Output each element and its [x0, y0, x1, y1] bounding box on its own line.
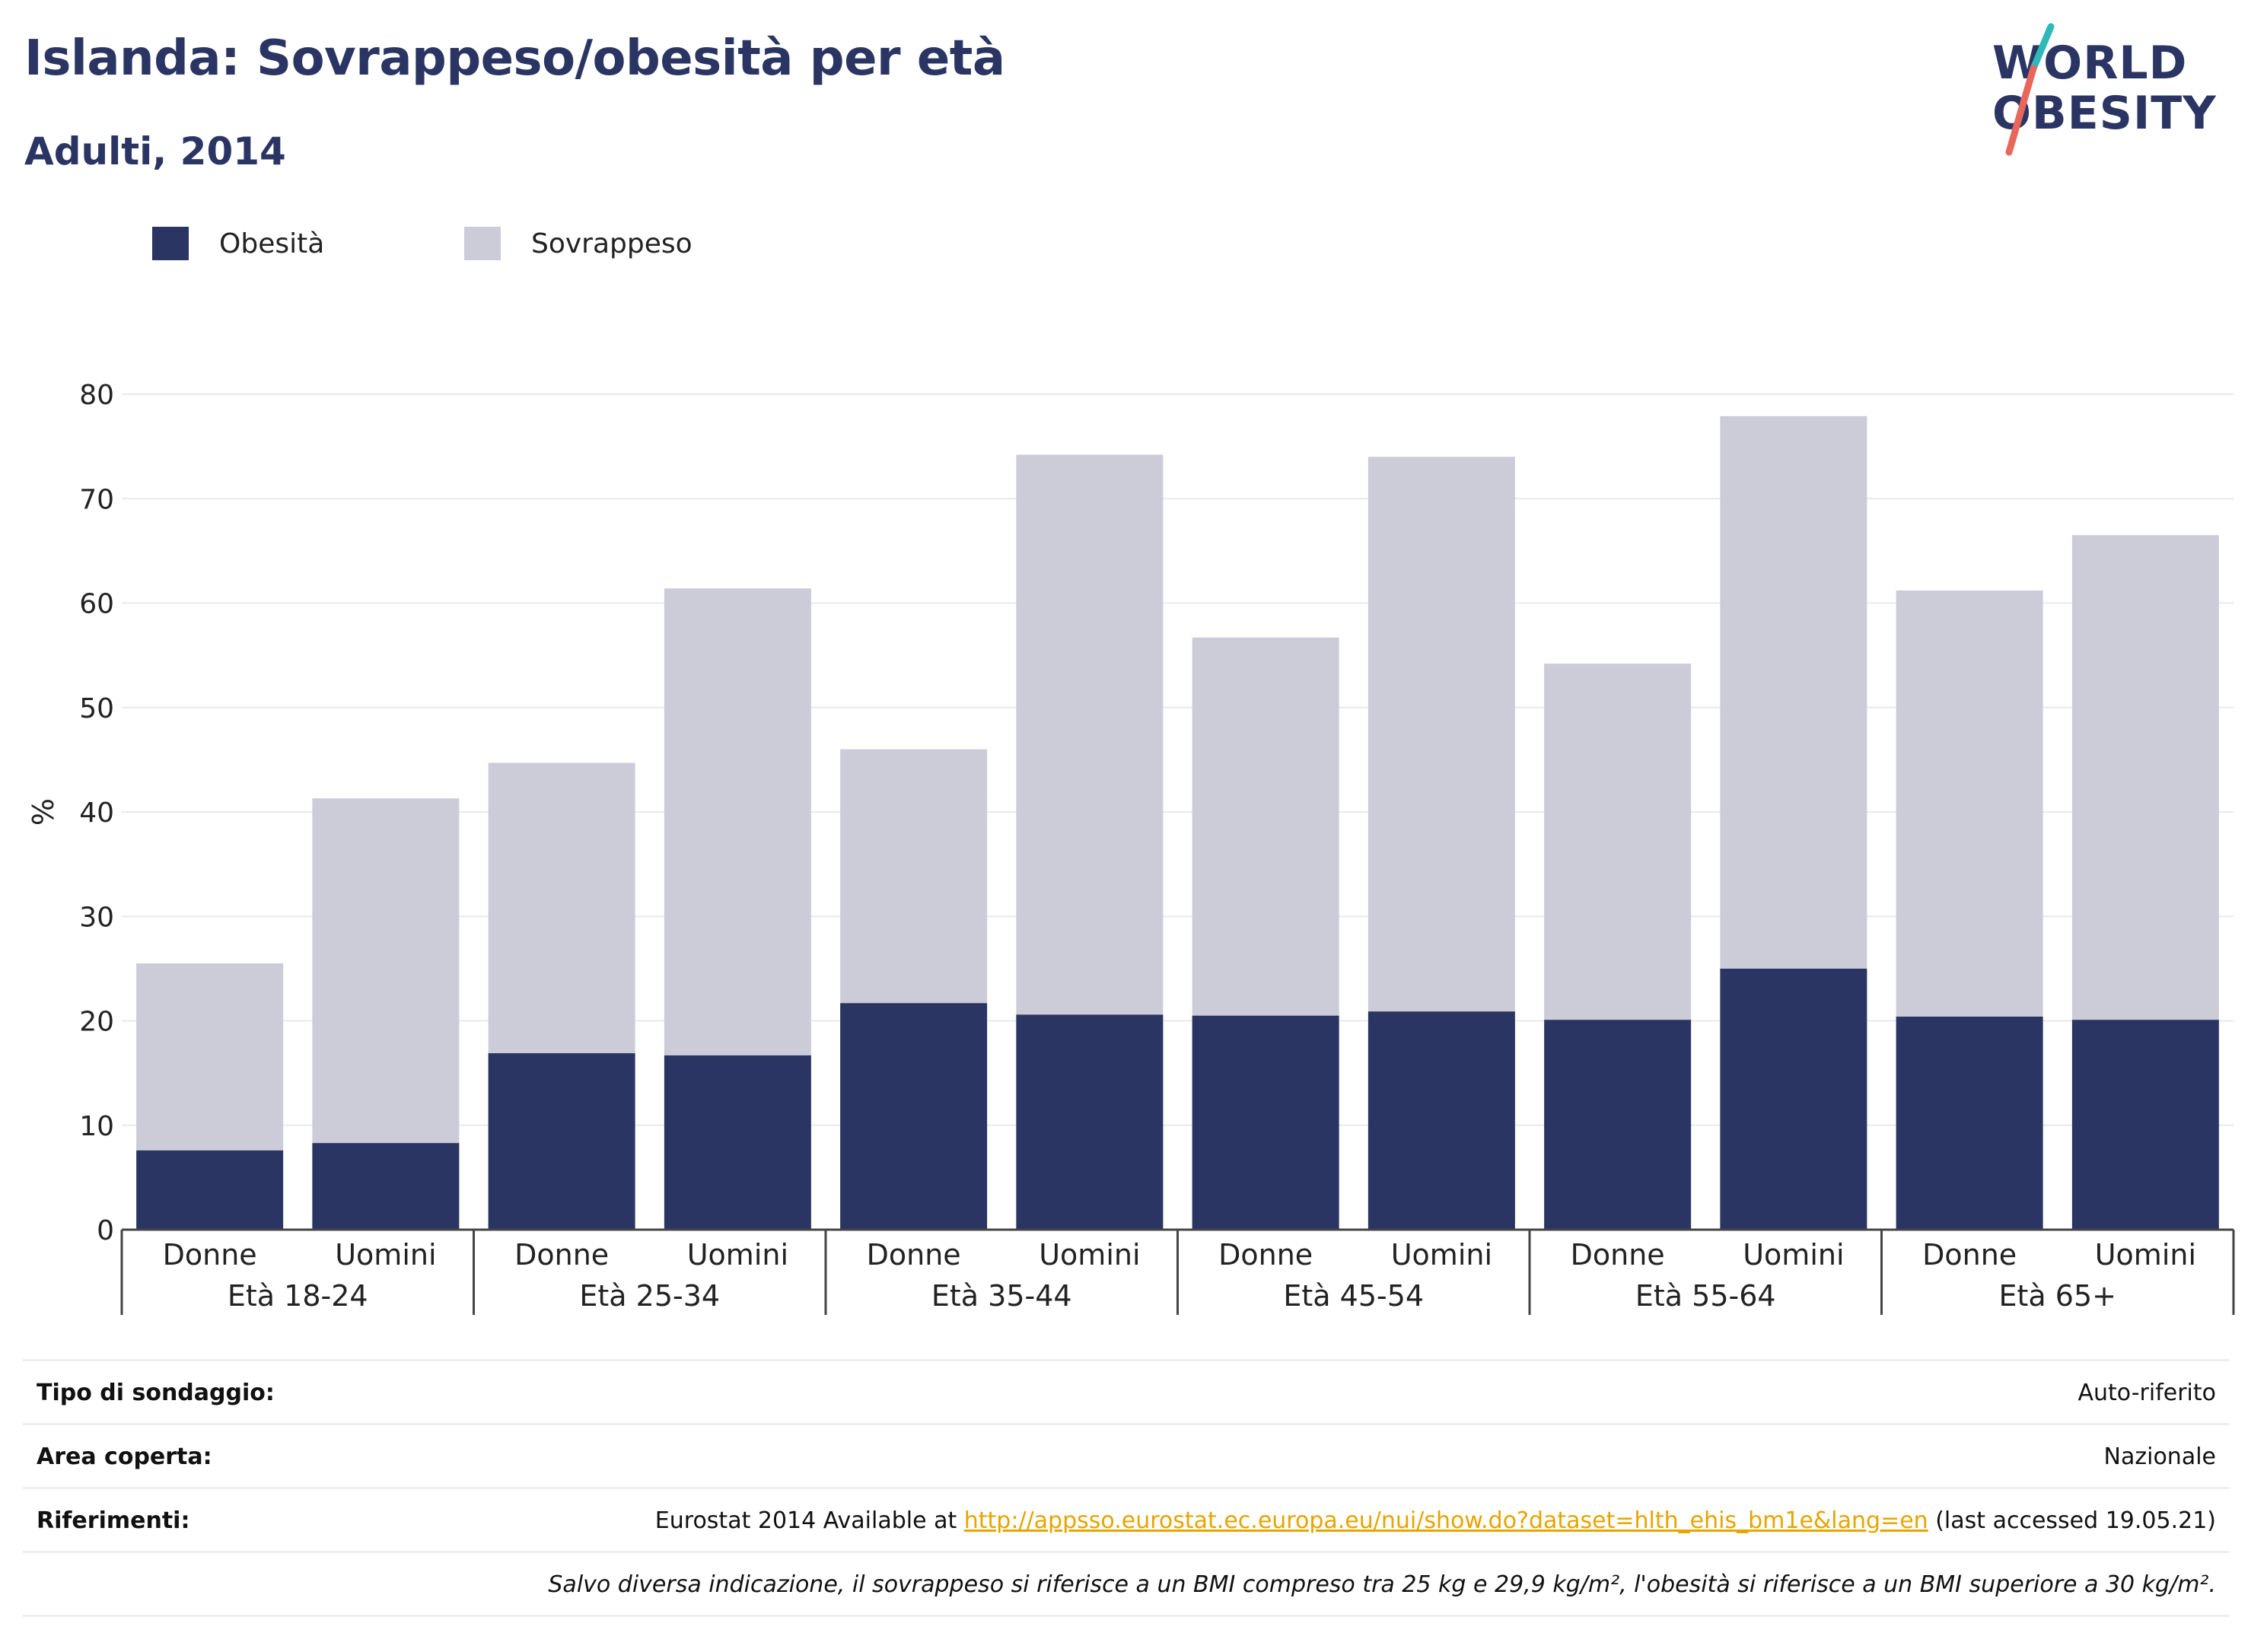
footer-info-table: Tipo di sondaggio: Auto-riferito Area co… [23, 1359, 2230, 1617]
bar-overweight [840, 749, 988, 1004]
bar-overweight [1896, 590, 2043, 1017]
group-label: Età 55-64 [1635, 1279, 1776, 1313]
bar-obesity [2071, 1020, 2219, 1230]
logo-slash-icon [2005, 23, 2055, 156]
legend-item-overweight[interactable]: Sovrappeso [464, 227, 692, 260]
category-label: Donne [1922, 1238, 2017, 1272]
footer-row-area: Area coperta: Nazionale [23, 1423, 2230, 1487]
y-tick-label: 40 [79, 797, 114, 829]
category-label: Donne [1218, 1238, 1313, 1272]
category-label: Uomini [1039, 1238, 1140, 1272]
references-suffix: (last accessed 19.05.21) [1928, 1507, 2216, 1534]
category-label: Uomini [335, 1238, 436, 1272]
bar-overweight [136, 963, 284, 1151]
y-tick-label: 20 [79, 1007, 114, 1038]
category-label: Donne [163, 1238, 257, 1272]
y-tick-label: 50 [79, 693, 114, 724]
y-tick-label: 60 [79, 589, 114, 620]
category-label: Uomini [1391, 1238, 1492, 1272]
references-value: Eurostat 2014 Available at http://appsso… [655, 1507, 2216, 1534]
chart-title: Islanda: Sovrappeso/obesità per età [24, 30, 1005, 87]
group-label: Età 25-34 [579, 1279, 720, 1313]
y-tick-label: 30 [79, 902, 114, 933]
legend-swatch-overweight [464, 227, 501, 260]
y-tick-label: 70 [79, 484, 114, 515]
bar-obesity [664, 1055, 811, 1230]
bar-obesity [1896, 1017, 2043, 1230]
references-prefix: Eurostat 2014 Available at [654, 1507, 964, 1534]
category-label: Uomini [687, 1238, 788, 1272]
area-covered-label: Area coperta: [37, 1444, 212, 1470]
survey-type-value: Auto-riferito [2077, 1380, 2216, 1406]
references-label: Riferimenti: [37, 1507, 190, 1534]
y-axis-title: % [27, 798, 60, 826]
legend-item-obesity[interactable]: Obesità [152, 227, 324, 260]
logo-text-obesity: OBESITY [1992, 87, 2217, 140]
logo-text-world: WORLD [1992, 37, 2188, 90]
bar-obesity [1192, 1015, 1339, 1230]
references-link[interactable]: http://appsso.eurostat.ec.europa.eu/nui/… [963, 1507, 1928, 1534]
world-obesity-logo: WORLD OBESITY [1979, 23, 2237, 160]
group-label: Età 45-54 [1283, 1279, 1424, 1313]
footer-row-references: Riferimenti: Eurostat 2014 Available at … [23, 1487, 2230, 1551]
bar-overweight [1016, 454, 1164, 1015]
bar-overweight [1192, 637, 1339, 1016]
chart-subtitle: Adulti, 2014 [24, 129, 286, 173]
bar-obesity [1720, 968, 1867, 1230]
group-label: Età 35-44 [931, 1279, 1072, 1313]
category-label: Donne [514, 1238, 609, 1272]
bar-overweight [664, 588, 811, 1055]
bar-overweight [488, 762, 635, 1054]
footer-row-survey: Tipo di sondaggio: Auto-riferito [23, 1359, 2230, 1423]
bar-obesity [1016, 1014, 1164, 1230]
category-label: Donne [867, 1238, 961, 1272]
bar-overweight [312, 798, 460, 1144]
bar-overweight [1720, 415, 1867, 969]
bar-obesity [840, 1003, 988, 1230]
bar-obesity [136, 1150, 284, 1230]
y-tick-label: 80 [79, 380, 114, 411]
bar-obesity [312, 1143, 460, 1230]
category-label: Donne [1571, 1238, 1665, 1272]
bar-obesity [1544, 1020, 1692, 1230]
footer-row-note: Salvo diversa indicazione, il sovrappeso… [23, 1551, 2230, 1617]
bar-overweight [2071, 535, 2219, 1020]
survey-type-label: Tipo di sondaggio: [37, 1380, 275, 1406]
bar-chart: 0 10 20 30 40 50 60 70 80% Donne Uomini Donne Uomini… [27, 380, 2235, 1315]
bar-obesity [1367, 1011, 1515, 1230]
y-tick-label: 10 [79, 1111, 114, 1142]
y-tick-label: 0 [97, 1215, 114, 1246]
category-label: Uomini [1743, 1238, 1844, 1272]
area-covered-value: Nazionale [2103, 1444, 2216, 1470]
category-label: Uomini [2095, 1238, 2196, 1272]
bar-overweight [1544, 664, 1692, 1020]
bmi-definition-note: Salvo diversa indicazione, il sovrappeso… [548, 1571, 2216, 1598]
legend-swatch-obesity [152, 227, 189, 260]
legend-label-overweight: Sovrappeso [531, 228, 692, 259]
legend-label-obesity: Obesità [219, 228, 325, 259]
group-label: Età 18-24 [228, 1279, 368, 1313]
group-label: Età 65+ [1999, 1279, 2116, 1313]
bar-overweight [1367, 457, 1515, 1012]
bar-obesity [488, 1053, 635, 1230]
